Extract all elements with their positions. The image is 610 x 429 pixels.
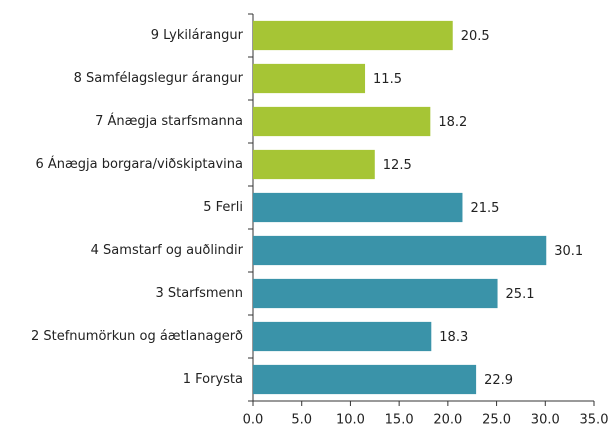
value-label: 11.5 [373,72,402,87]
y-tick-label: 1 Forysta [183,372,243,387]
value-label: 12.5 [383,158,412,173]
bar [253,235,547,266]
x-tick-label: 20.0 [433,413,462,428]
x-tick-label: 10.0 [336,413,365,428]
value-label: 22.9 [484,373,513,388]
x-tick-label: 15.0 [385,413,414,428]
y-tick-label: 7 Ánægja starfsmanna [95,113,243,129]
bar [253,321,432,352]
value-label: 18.2 [438,115,467,130]
y-tick-label: 9 Lykilárangur [151,28,244,43]
bar [253,63,366,94]
value-label: 18.3 [439,330,468,345]
bar [253,364,477,395]
bar [253,278,498,309]
x-tick-label: 25.0 [482,413,511,428]
bar [253,149,375,180]
bar [253,192,463,223]
x-tick-label: 35.0 [580,413,609,428]
bar [253,106,431,137]
y-tick-label: 5 Ferli [203,200,243,215]
x-tick-label: 5.0 [291,413,312,428]
bar [253,20,453,51]
y-tick-label: 6 Ánægja borgara/viðskiptavina [36,156,244,172]
value-label: 30.1 [554,244,583,259]
value-label: 25.1 [506,287,535,302]
value-label: 20.5 [461,29,490,44]
value-label: 21.5 [470,201,499,216]
y-tick-label: 8 Samfélagslegur árangur [74,71,244,86]
y-tick-label: 4 Samstarf og auðlindir [91,243,244,258]
x-tick-label: 30.0 [531,413,560,428]
y-tick-label: 3 Starfsmenn [155,286,243,301]
x-tick-label: 0.0 [243,413,264,428]
y-tick-label: 2 Stefnumörkun og áætlanagerð [31,329,243,344]
